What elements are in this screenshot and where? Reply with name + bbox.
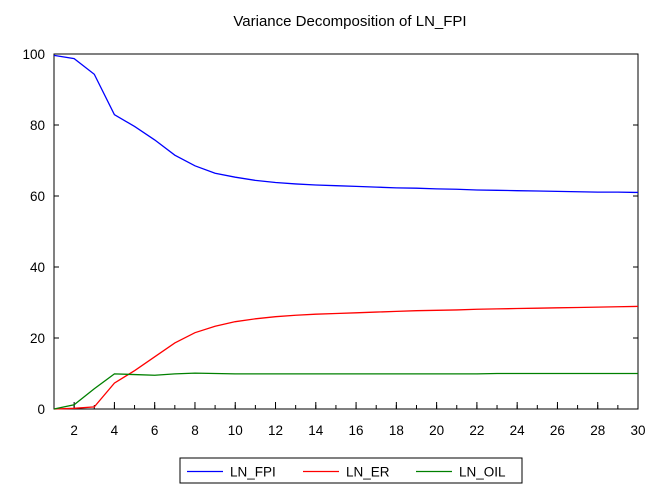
series-line-ln-oil (53, 372, 638, 410)
x-tick-label: 24 (510, 423, 526, 438)
y-tick-label: 60 (30, 189, 45, 204)
y-tick-label: 0 (37, 402, 45, 417)
y-tick-label: 20 (30, 331, 45, 346)
x-tick-label: 18 (389, 423, 404, 438)
x-tick-label: 16 (349, 423, 364, 438)
x-tick-label: 26 (550, 423, 565, 438)
y-tick-label: 80 (30, 118, 45, 133)
x-tick-label: 20 (429, 423, 444, 438)
x-tick-label: 10 (228, 423, 243, 438)
series-line-ln-er (53, 305, 639, 410)
legend-label: LN_OIL (459, 465, 506, 480)
legend: LN_FPI LN_ER LN_OIL (179, 457, 523, 484)
y-tick-label: 100 (22, 47, 45, 62)
x-tick-label: 6 (151, 423, 159, 438)
plot-frame (53, 53, 639, 410)
legend-label: LN_FPI (230, 465, 276, 480)
x-tick-label: 8 (191, 423, 199, 438)
x-tick-label: 4 (111, 423, 119, 438)
legend-label: LN_ER (346, 465, 390, 480)
x-tick-label: 30 (630, 423, 645, 438)
x-tick-label: 22 (469, 423, 484, 438)
x-tick-label: 28 (590, 423, 605, 438)
legend-box (179, 457, 523, 484)
x-tick-label: 2 (70, 423, 78, 438)
x-tick-label: 14 (308, 423, 324, 438)
x-tick-label: 12 (268, 423, 283, 438)
y-tick-label: 40 (30, 260, 45, 275)
series-line-ln-fpi (53, 54, 639, 194)
chart-title: Variance Decomposition of LN_FPI (233, 13, 466, 30)
